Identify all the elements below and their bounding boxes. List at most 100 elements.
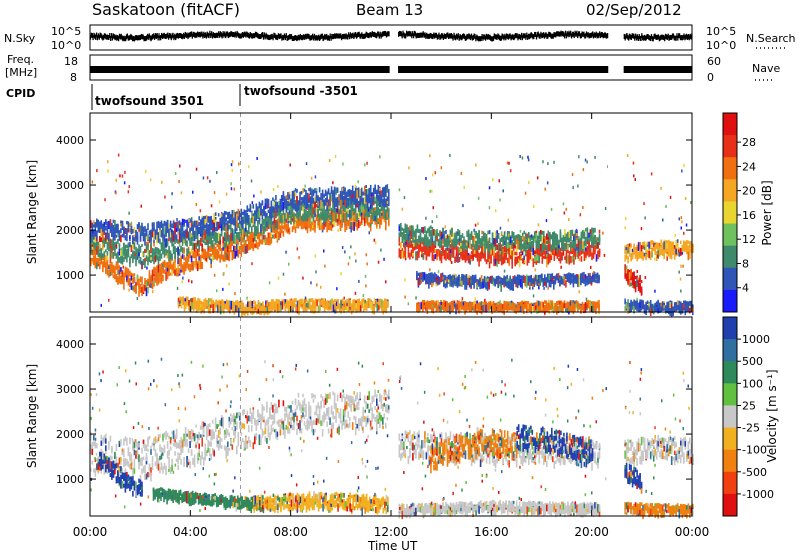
power-cell bbox=[332, 193, 334, 202]
power-cell bbox=[363, 196, 366, 204]
power-cell bbox=[287, 214, 289, 218]
power-cell bbox=[457, 228, 459, 235]
power-cell bbox=[314, 199, 316, 204]
power-cell bbox=[427, 236, 429, 241]
power-cell bbox=[199, 233, 202, 237]
power-cell bbox=[583, 252, 586, 257]
power-cell bbox=[225, 217, 227, 222]
power-cell bbox=[362, 302, 365, 310]
power-cell bbox=[180, 230, 182, 234]
power-cell bbox=[147, 234, 149, 240]
power-cell bbox=[376, 299, 379, 306]
power-cell bbox=[205, 222, 208, 226]
power-cell bbox=[348, 223, 351, 229]
power-cell bbox=[478, 244, 480, 250]
power-cell bbox=[174, 226, 176, 235]
power-cell bbox=[284, 218, 286, 225]
power-cell bbox=[102, 234, 104, 239]
power-cell bbox=[346, 306, 348, 313]
power-cell bbox=[108, 270, 110, 278]
power-cell bbox=[195, 300, 198, 305]
power-cell bbox=[222, 222, 224, 227]
power-cell bbox=[382, 214, 384, 220]
power-cell bbox=[217, 221, 220, 230]
power-cell bbox=[178, 234, 181, 243]
power-cell bbox=[120, 228, 122, 234]
power-cell bbox=[302, 303, 305, 313]
power-cell bbox=[481, 252, 483, 259]
power-cell bbox=[245, 305, 248, 314]
power-cell bbox=[353, 302, 356, 311]
power-cell bbox=[235, 305, 237, 312]
power-cell bbox=[436, 229, 438, 237]
power-cell bbox=[121, 255, 124, 265]
power-cell bbox=[338, 221, 340, 225]
power-cell bbox=[202, 234, 205, 241]
power-cell bbox=[376, 212, 378, 220]
power-cell bbox=[360, 212, 363, 218]
power-cell bbox=[308, 224, 310, 229]
power-cell bbox=[154, 255, 157, 263]
power-cell bbox=[440, 236, 443, 244]
power-cell bbox=[466, 253, 468, 261]
power-cell bbox=[373, 305, 375, 315]
power-cell bbox=[374, 186, 376, 194]
power-cell bbox=[225, 231, 227, 239]
power-cell bbox=[194, 300, 196, 305]
power-cell bbox=[439, 253, 441, 261]
power-cell bbox=[227, 221, 229, 230]
power-cell bbox=[318, 217, 321, 226]
power-cell bbox=[106, 265, 109, 270]
power-cell bbox=[103, 229, 106, 235]
power-cell bbox=[186, 219, 188, 227]
power-cell bbox=[159, 249, 161, 253]
power-cell bbox=[278, 231, 280, 239]
power-cell bbox=[112, 219, 115, 223]
power-cell bbox=[124, 244, 127, 253]
power-cell bbox=[237, 222, 240, 227]
power-cell bbox=[363, 185, 366, 194]
power-cell bbox=[195, 305, 198, 311]
power-cell bbox=[96, 262, 98, 270]
power-cell bbox=[404, 223, 407, 232]
power-cell bbox=[457, 246, 459, 256]
power-cell bbox=[195, 258, 197, 266]
power-cell bbox=[261, 222, 264, 229]
power-cell bbox=[193, 232, 196, 242]
power-cell bbox=[196, 232, 199, 236]
power-cell bbox=[406, 230, 408, 237]
power-cell bbox=[299, 200, 301, 206]
power-cell bbox=[496, 255, 498, 262]
power-cell bbox=[159, 256, 161, 261]
power-cell bbox=[422, 226, 425, 233]
power-cell bbox=[281, 199, 283, 208]
power-cell bbox=[180, 247, 182, 252]
power-cell bbox=[532, 244, 535, 248]
power-cell bbox=[183, 236, 185, 244]
power-cell bbox=[124, 266, 127, 274]
power-cell bbox=[312, 203, 315, 208]
power-cell bbox=[229, 305, 231, 314]
power-cell bbox=[130, 275, 133, 281]
power-cell bbox=[112, 226, 115, 233]
power-cell bbox=[257, 242, 259, 250]
power-cell bbox=[174, 236, 176, 244]
power-cell bbox=[263, 226, 265, 231]
power-cell bbox=[592, 245, 595, 254]
power-cell bbox=[264, 239, 267, 243]
power-cell bbox=[407, 245, 410, 252]
power-cell bbox=[266, 213, 268, 217]
power-cell bbox=[314, 298, 317, 303]
power-cell bbox=[434, 229, 437, 236]
power-cell bbox=[317, 201, 319, 206]
power-cell bbox=[198, 260, 200, 270]
power-cell bbox=[279, 210, 282, 215]
power-cell bbox=[195, 254, 197, 262]
power-cell bbox=[233, 245, 235, 254]
power-cell bbox=[448, 254, 450, 260]
power-cell bbox=[371, 196, 373, 206]
power-cell bbox=[309, 223, 312, 232]
power-cell bbox=[117, 277, 119, 285]
power-cell bbox=[200, 305, 202, 314]
power-cell bbox=[193, 260, 196, 268]
